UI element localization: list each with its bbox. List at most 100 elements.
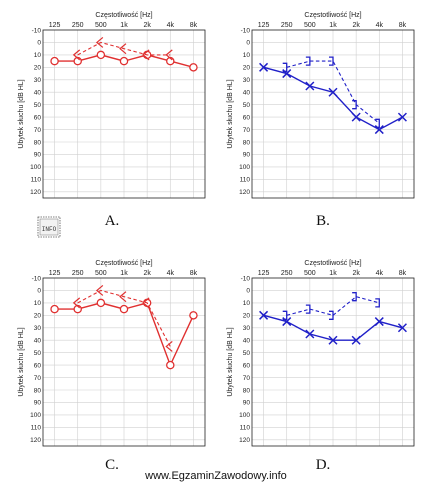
data-point-x xyxy=(397,323,407,333)
y-tick-label: 100 xyxy=(239,412,250,419)
y-tick-label: 20 xyxy=(243,65,251,72)
info-stamp: INFO xyxy=(37,216,61,238)
data-point-circle xyxy=(189,311,198,320)
y-tick-label: -10 xyxy=(241,27,251,34)
y-tick-label: 80 xyxy=(34,387,42,394)
data-point-bone-left xyxy=(119,291,127,303)
series-2 xyxy=(72,36,173,61)
data-point-circle xyxy=(96,50,106,60)
data-point-circle xyxy=(166,360,175,370)
y-tick-label: 70 xyxy=(243,127,251,134)
y-tick-label: 80 xyxy=(243,387,251,394)
y-tick-label: 80 xyxy=(243,139,251,146)
x-tick-label: 1k xyxy=(120,270,128,277)
series-line xyxy=(77,41,171,56)
x-tick-label: 250 xyxy=(72,270,84,277)
y-tick-label: 10 xyxy=(34,52,42,59)
y-tick-label: 60 xyxy=(243,362,251,369)
y-tick-label: 0 xyxy=(246,40,250,47)
data-point-bone-left xyxy=(142,49,150,61)
y-axis-title: Ubytek słuchu [dB HL] xyxy=(18,327,25,396)
audiogram-panel-4: Częstotliwość [Hz] Ubytek słuchu [dB HL] 1… xyxy=(227,260,415,473)
panel-label: A. xyxy=(105,213,120,229)
y-tick-label: 110 xyxy=(240,177,251,184)
x-axis-title: Częstotliwość [Hz] xyxy=(95,260,152,267)
data-point-x xyxy=(328,335,338,345)
data-point-bone-right xyxy=(375,118,380,128)
y-tick-label: 30 xyxy=(34,325,42,332)
x-axis-title: Częstotliwość [Hz] xyxy=(304,12,361,19)
data-point-bone-right xyxy=(329,310,334,320)
audiogram-panel-2: Częstotliwość [Hz] Ubytek słuchu [dB HL] 1… xyxy=(227,12,415,229)
y-tick-label: 100 xyxy=(30,164,41,171)
x-axis-title: Częstotliwość [Hz] xyxy=(95,12,152,19)
series-line xyxy=(286,296,380,316)
y-tick-label: -10 xyxy=(241,275,251,282)
y-tick-label: 10 xyxy=(243,52,251,59)
y-tick-label: -10 xyxy=(32,275,42,282)
y-tick-label: 120 xyxy=(239,437,250,444)
x-tick-label: 8k xyxy=(399,22,407,29)
y-tick-label: 70 xyxy=(243,375,251,382)
y-tick-label: 10 xyxy=(243,300,251,307)
watermark-text: www.EgzaminZawodowy.info xyxy=(144,470,287,482)
data-point-x xyxy=(351,335,361,345)
y-tick-label: 60 xyxy=(243,114,251,121)
y-tick-label: 60 xyxy=(34,114,42,121)
y-tick-label: 100 xyxy=(30,412,41,419)
data-point-bone-left xyxy=(119,43,127,55)
x-axis-title: Częstotliwość [Hz] xyxy=(304,260,361,267)
y-tick-label: 100 xyxy=(239,164,250,171)
y-tick-label: 0 xyxy=(37,40,41,47)
y-tick-label: 50 xyxy=(34,102,42,109)
y-tick-label: 70 xyxy=(34,127,42,134)
x-tick-label: 1k xyxy=(329,270,337,277)
series-1 xyxy=(259,310,407,345)
data-point-bone-left xyxy=(165,340,173,352)
x-tick-label: 2k xyxy=(143,22,151,29)
data-point-x xyxy=(305,329,315,339)
x-tick-label: 4k xyxy=(376,270,384,277)
y-tick-label: 50 xyxy=(243,350,251,357)
y-tick-label: 40 xyxy=(34,338,42,345)
y-tick-label: 110 xyxy=(240,425,251,432)
grid xyxy=(252,277,414,446)
x-tick-label: 4k xyxy=(167,22,175,29)
series-2 xyxy=(72,284,173,352)
y-tick-label: 110 xyxy=(31,425,42,432)
x-tick-label: 500 xyxy=(95,270,107,277)
y-tick-label: 120 xyxy=(30,189,41,196)
y-axis-title: Ubytek słuchu [dB HL] xyxy=(227,327,234,396)
info-stamp-text: INFO xyxy=(42,226,57,233)
x-tick-label: 2k xyxy=(143,270,151,277)
x-tick-label: 125 xyxy=(49,270,61,277)
data-point-bone-left xyxy=(142,297,150,309)
grid xyxy=(43,29,205,198)
audiogram-panel-1: Częstotliwość [Hz] Ubytek słuchu [dB HL] 1… xyxy=(18,12,206,229)
data-point-circle xyxy=(119,56,129,66)
y-tick-label: 40 xyxy=(34,90,42,97)
data-point-bone-right xyxy=(282,310,288,320)
y-tick-label: 50 xyxy=(34,350,42,357)
y-tick-label: 60 xyxy=(34,362,42,369)
y-tick-label: 40 xyxy=(243,338,251,345)
data-point-bone-right xyxy=(305,304,311,314)
x-tick-label: 1k xyxy=(120,22,128,29)
data-point-circle xyxy=(50,304,59,314)
panel-label: D. xyxy=(316,457,331,473)
x-tick-label: 2k xyxy=(352,22,360,29)
data-point-bone-right xyxy=(282,62,288,72)
x-tick-label: 4k xyxy=(376,22,384,29)
y-tick-label: 20 xyxy=(34,65,42,72)
y-tick-label: 70 xyxy=(34,375,42,382)
x-tick-label: 500 xyxy=(304,270,316,277)
x-tick-label: 8k xyxy=(399,270,407,277)
plot-frame xyxy=(251,29,415,199)
data-point-bone-left xyxy=(95,284,104,296)
data-point-bone-right xyxy=(352,292,357,302)
data-point-x xyxy=(397,112,407,122)
y-tick-label: 90 xyxy=(34,152,42,159)
y-tick-label: 120 xyxy=(30,437,41,444)
plot-frame xyxy=(251,277,415,447)
audiogram-panel-3: Częstotliwość [Hz] Ubytek słuchu [dB HL] 1… xyxy=(18,260,206,473)
